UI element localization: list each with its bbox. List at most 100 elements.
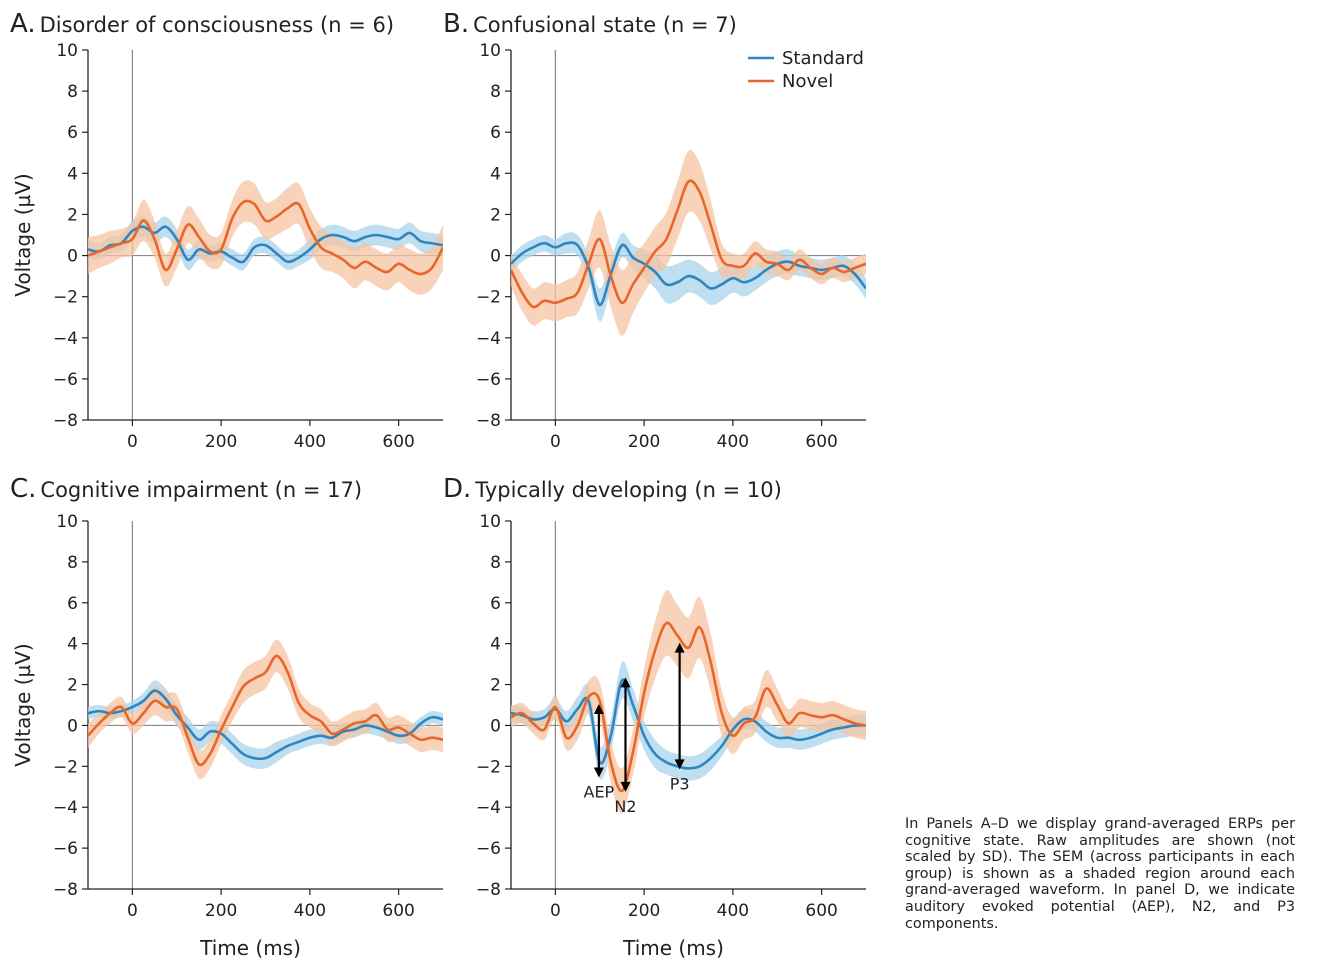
y-tick-label: 2 [490, 205, 501, 225]
y-tick-label: 0 [67, 716, 78, 736]
y-tick-label: 2 [67, 205, 78, 225]
panel-letter: D. [443, 474, 471, 504]
series-line-novel [88, 199, 443, 276]
y-tick-label: −6 [53, 839, 78, 859]
y-tick-label: 6 [490, 123, 501, 143]
series-line-standard [511, 241, 866, 307]
panel-d: D. Typically developing (n = 10) −8 −6 −4 −2 0… [443, 474, 866, 960]
plot-area [88, 639, 443, 780]
panel-title-text: Disorder of consciousness (n = 6) [40, 13, 394, 37]
panel-letter: C. [10, 474, 36, 504]
x-tick-label: 200 [205, 901, 237, 921]
y-axis-label: Voltage (µV) [11, 173, 35, 296]
y-tick-label: 8 [67, 82, 78, 102]
annotation-arrow-head-up [674, 642, 685, 653]
y-tick-label: 0 [490, 247, 501, 267]
x-tick-label: 400 [717, 901, 749, 921]
panel-title-text: Typically developing (n = 10) [474, 478, 781, 502]
y-tick-label: −6 [476, 370, 501, 390]
y-tick-label: 0 [490, 716, 501, 736]
panel-title: A. Disorder of consciousness (n = 6) [10, 9, 394, 39]
y-tick-label: −6 [476, 839, 501, 859]
y-tick-label: 4 [67, 164, 78, 184]
panel-a: A. Disorder of consciousness (n = 6) −8 −6 −… [10, 9, 443, 452]
sem-band-novel [88, 180, 443, 295]
x-tick-label: 600 [805, 432, 837, 452]
series-line-standard [511, 678, 866, 770]
x-tick-label: 200 [205, 432, 237, 452]
series-line-novel [511, 179, 866, 309]
plot-area [88, 180, 443, 295]
panel-title: C. Cognitive impairment (n = 17) [10, 474, 362, 504]
figure-caption: In Panels A–D we display grand-averaged … [905, 816, 1295, 932]
annotation-arrow-head-down [620, 781, 631, 792]
y-tick-label: 8 [490, 553, 501, 573]
panel-c: C. Cognitive impairment (n = 17) −8 −6 −4 −2 0… [10, 474, 443, 960]
x-axis-label: Time (ms) [199, 936, 301, 960]
x-tick-label: 600 [382, 901, 414, 921]
x-tick-label: 0 [127, 432, 138, 452]
y-tick-label: −8 [53, 411, 78, 431]
annotation-arrow-head-down [593, 767, 604, 778]
sem-band-novel [511, 149, 866, 336]
y-tick-label: −8 [53, 880, 78, 900]
series-line-standard [88, 225, 443, 264]
y-tick-label: −2 [53, 757, 78, 777]
x-tick-label: 200 [628, 432, 660, 452]
y-tick-label: 8 [490, 82, 501, 102]
x-tick-label: 400 [717, 432, 749, 452]
annotation-label: P3 [670, 774, 690, 793]
annotation-label: N2 [614, 797, 636, 816]
x-tick-label: 0 [550, 432, 561, 452]
sem-band-standard [88, 216, 443, 271]
panel-title-text: Confusional state (n = 7) [473, 13, 737, 37]
panel-title-text: Cognitive impairment (n = 17) [40, 478, 362, 502]
annotation-n2: N2 [614, 677, 637, 816]
y-tick-label: 6 [490, 594, 501, 614]
y-tick-label: −2 [53, 288, 78, 308]
y-tick-label: −2 [476, 288, 501, 308]
y-tick-label: 8 [67, 553, 78, 573]
panel-title: D. Typically developing (n = 10) [443, 474, 782, 504]
y-axis-label: Voltage (µV) [11, 643, 35, 766]
panel-title: B. Confusional state (n = 7) [443, 9, 737, 39]
series-line-novel [88, 654, 443, 767]
x-tick-label: 400 [294, 901, 326, 921]
y-tick-label: 2 [67, 676, 78, 696]
x-tick-label: 200 [628, 901, 660, 921]
legend-label-novel: Novel [782, 71, 833, 92]
annotation-arrow-head-down [674, 759, 685, 770]
annotation-aep: AEP [584, 704, 615, 802]
y-tick-label: −6 [53, 370, 78, 390]
annotation-arrow-head-up [620, 677, 631, 688]
panel-b: B. Confusional state (n = 7) −8 −6 −4 −2 0 2 4 6 8… [443, 9, 866, 452]
y-tick-label: 4 [490, 635, 501, 655]
y-tick-label: 10 [479, 512, 501, 532]
y-tick-label: 10 [56, 512, 78, 532]
y-tick-label: 4 [67, 635, 78, 655]
y-tick-label: 2 [490, 676, 501, 696]
y-tick-label: −8 [476, 411, 501, 431]
x-tick-label: 600 [805, 901, 837, 921]
series-line-standard [88, 689, 443, 761]
x-tick-label: 0 [127, 901, 138, 921]
annotation-label: AEP [584, 783, 615, 802]
annotation-arrow-head-up [593, 704, 604, 714]
y-tick-label: 4 [490, 164, 501, 184]
y-tick-label: 0 [67, 247, 78, 267]
legend-label-standard: Standard [782, 48, 864, 69]
y-tick-label: −4 [476, 329, 501, 349]
annotation-p3: P3 [670, 642, 690, 793]
y-tick-label: −2 [476, 757, 501, 777]
y-tick-label: −8 [476, 880, 501, 900]
series-line-novel [511, 621, 866, 793]
y-tick-label: −4 [53, 329, 78, 349]
y-tick-label: 10 [56, 41, 78, 61]
x-axis-label: Time (ms) [622, 936, 724, 960]
y-tick-label: −4 [476, 798, 501, 818]
y-tick-label: 6 [67, 594, 78, 614]
y-tick-label: 6 [67, 123, 78, 143]
x-tick-label: 600 [382, 432, 414, 452]
y-tick-label: 10 [479, 41, 501, 61]
